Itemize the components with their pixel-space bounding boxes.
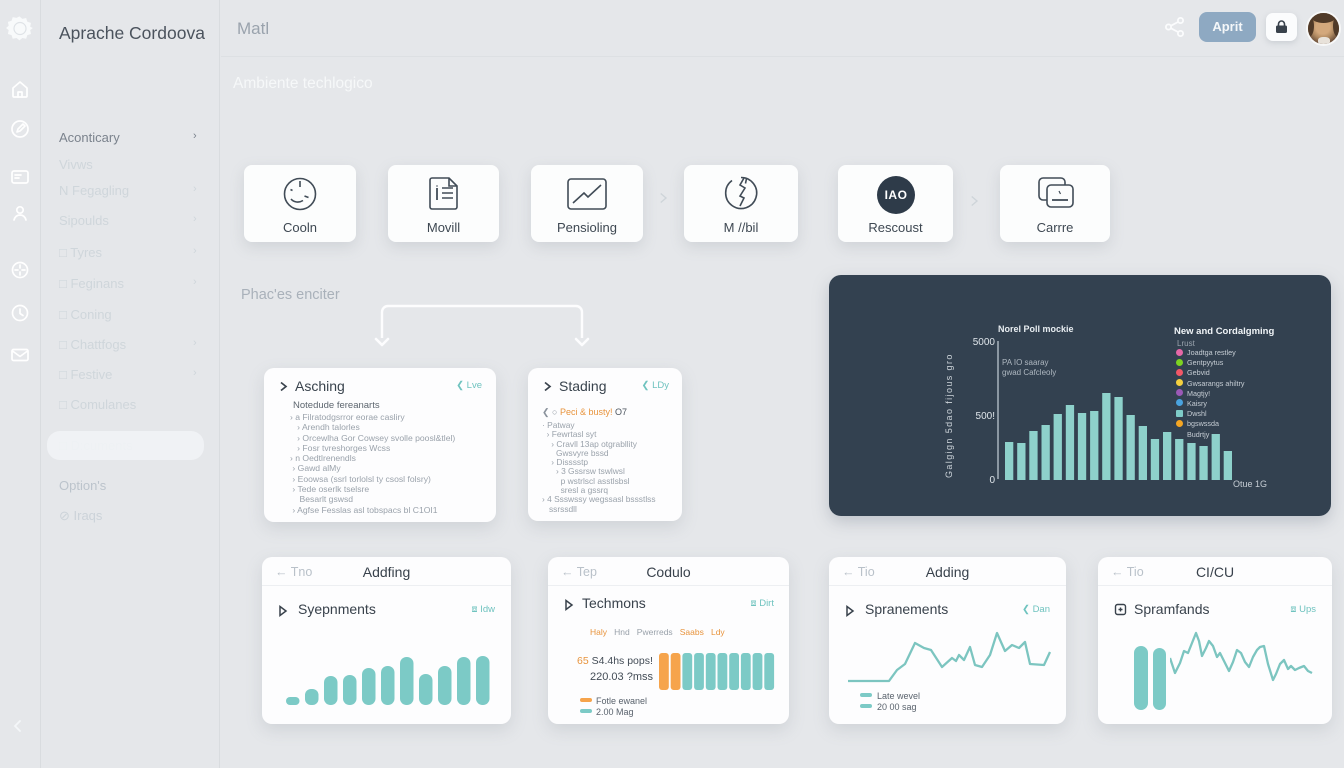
svg-text:Galgign 5dao fijous gro: Galgign 5dao fijous gro: [944, 353, 954, 478]
